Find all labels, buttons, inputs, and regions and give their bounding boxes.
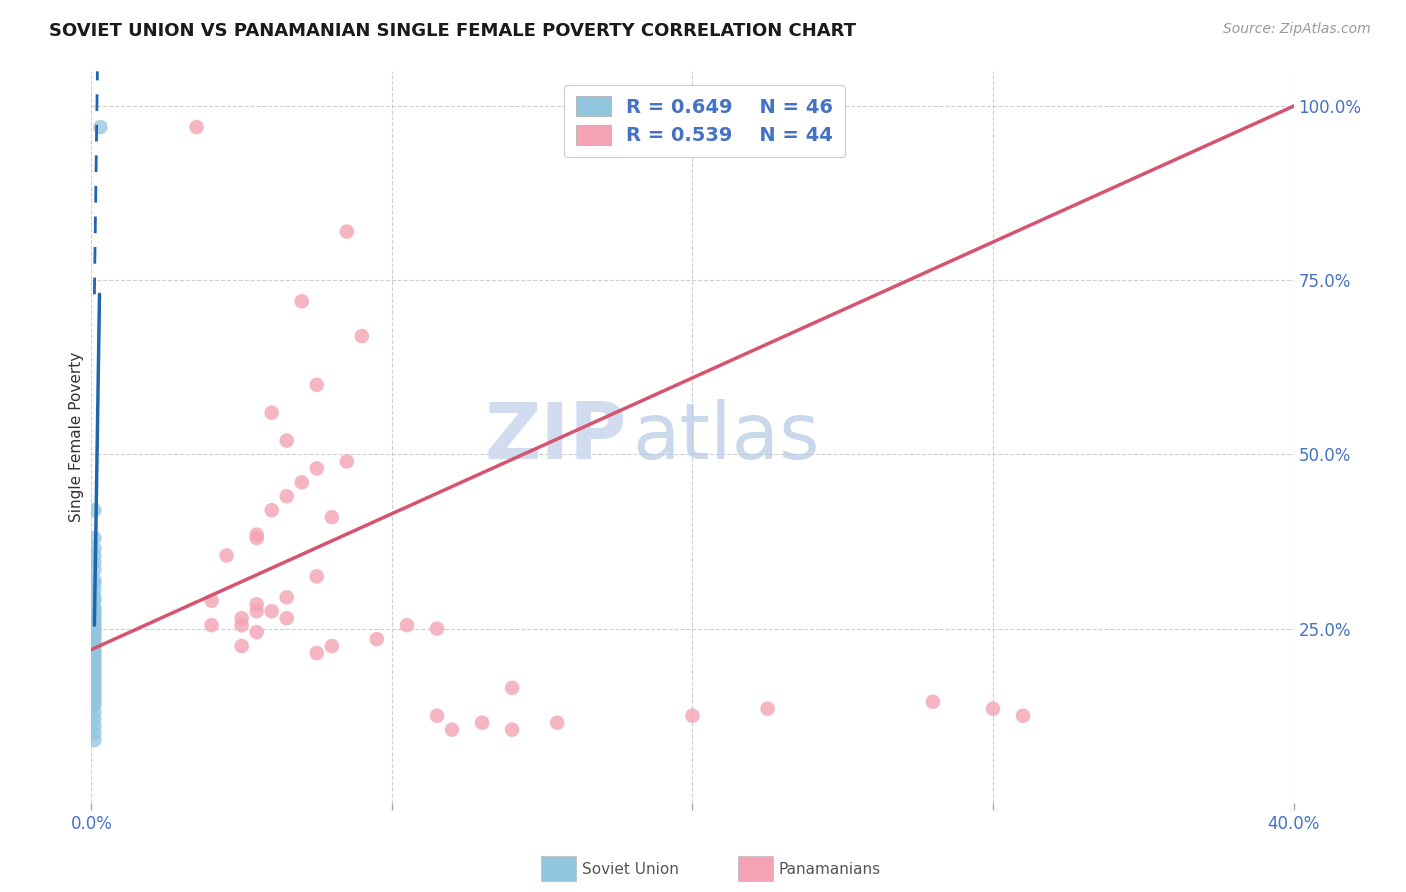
Point xyxy=(83,695,105,709)
Point xyxy=(83,556,105,570)
Point xyxy=(215,549,238,563)
Point xyxy=(276,611,298,625)
Point xyxy=(501,681,523,695)
Point xyxy=(83,632,105,646)
Point xyxy=(83,670,105,684)
Point xyxy=(260,604,283,618)
Point xyxy=(336,225,359,239)
Y-axis label: Single Female Poverty: Single Female Poverty xyxy=(69,352,84,522)
Point xyxy=(83,611,105,625)
Point xyxy=(201,618,224,632)
Point xyxy=(186,120,208,134)
Text: atlas: atlas xyxy=(633,399,820,475)
Point xyxy=(83,503,105,517)
Point xyxy=(83,607,105,622)
Point xyxy=(350,329,373,343)
Text: Soviet Union: Soviet Union xyxy=(582,863,679,877)
Point xyxy=(83,573,105,587)
Point xyxy=(83,698,105,713)
Point xyxy=(83,594,105,608)
Point xyxy=(83,600,105,615)
Point xyxy=(83,664,105,678)
Point xyxy=(89,120,111,134)
Point xyxy=(83,622,105,636)
Point xyxy=(83,684,105,698)
Point xyxy=(1012,708,1035,723)
Point xyxy=(231,618,253,632)
Point xyxy=(321,510,343,524)
Point xyxy=(83,541,105,556)
Point xyxy=(83,677,105,691)
Point xyxy=(305,377,328,392)
Point xyxy=(83,712,105,726)
Point xyxy=(291,294,314,309)
Point xyxy=(471,715,494,730)
Point xyxy=(922,695,945,709)
Point xyxy=(305,461,328,475)
Point xyxy=(83,646,105,660)
Text: Source: ZipAtlas.com: Source: ZipAtlas.com xyxy=(1223,22,1371,37)
Point xyxy=(83,618,105,632)
Point xyxy=(681,708,703,723)
Point xyxy=(83,642,105,657)
Point xyxy=(83,531,105,545)
Point xyxy=(83,673,105,688)
Point xyxy=(83,657,105,671)
Point xyxy=(83,660,105,674)
Point xyxy=(305,569,328,583)
Point xyxy=(83,639,105,653)
Point xyxy=(276,489,298,503)
Point xyxy=(231,611,253,625)
Point xyxy=(231,639,253,653)
Point xyxy=(426,622,449,636)
Point xyxy=(83,691,105,706)
Point xyxy=(83,681,105,695)
Point xyxy=(83,583,105,598)
Point xyxy=(260,406,283,420)
Point xyxy=(756,702,779,716)
Point xyxy=(83,733,105,747)
Point xyxy=(260,503,283,517)
Text: Panamanians: Panamanians xyxy=(779,863,882,877)
Point xyxy=(83,649,105,664)
Point xyxy=(83,576,105,591)
Point xyxy=(83,719,105,733)
Point xyxy=(83,591,105,605)
Point xyxy=(366,632,388,646)
Point xyxy=(83,635,105,649)
Point xyxy=(83,549,105,563)
Point xyxy=(201,594,224,608)
Point xyxy=(83,625,105,640)
Point xyxy=(83,688,105,702)
Point xyxy=(246,625,269,640)
Point xyxy=(83,562,105,576)
Legend: R = 0.649    N = 46, R = 0.539    N = 44: R = 0.649 N = 46, R = 0.539 N = 44 xyxy=(564,85,845,157)
Point xyxy=(276,434,298,448)
Point xyxy=(83,615,105,629)
Point xyxy=(276,591,298,605)
Point xyxy=(83,653,105,667)
Point xyxy=(246,597,269,611)
Point xyxy=(83,604,105,618)
Point xyxy=(83,726,105,740)
Point xyxy=(246,531,269,545)
Point xyxy=(246,604,269,618)
Point xyxy=(291,475,314,490)
Point xyxy=(336,454,359,468)
Point xyxy=(546,715,568,730)
Point xyxy=(83,705,105,719)
Point xyxy=(83,667,105,681)
Text: SOVIET UNION VS PANAMANIAN SINGLE FEMALE POVERTY CORRELATION CHART: SOVIET UNION VS PANAMANIAN SINGLE FEMALE… xyxy=(49,22,856,40)
Point xyxy=(83,629,105,643)
Point xyxy=(395,618,418,632)
Point xyxy=(246,527,269,541)
Point xyxy=(426,708,449,723)
Point xyxy=(321,639,343,653)
Point xyxy=(981,702,1004,716)
Point xyxy=(305,646,328,660)
Text: ZIP: ZIP xyxy=(484,399,626,475)
Point xyxy=(501,723,523,737)
Point xyxy=(440,723,463,737)
